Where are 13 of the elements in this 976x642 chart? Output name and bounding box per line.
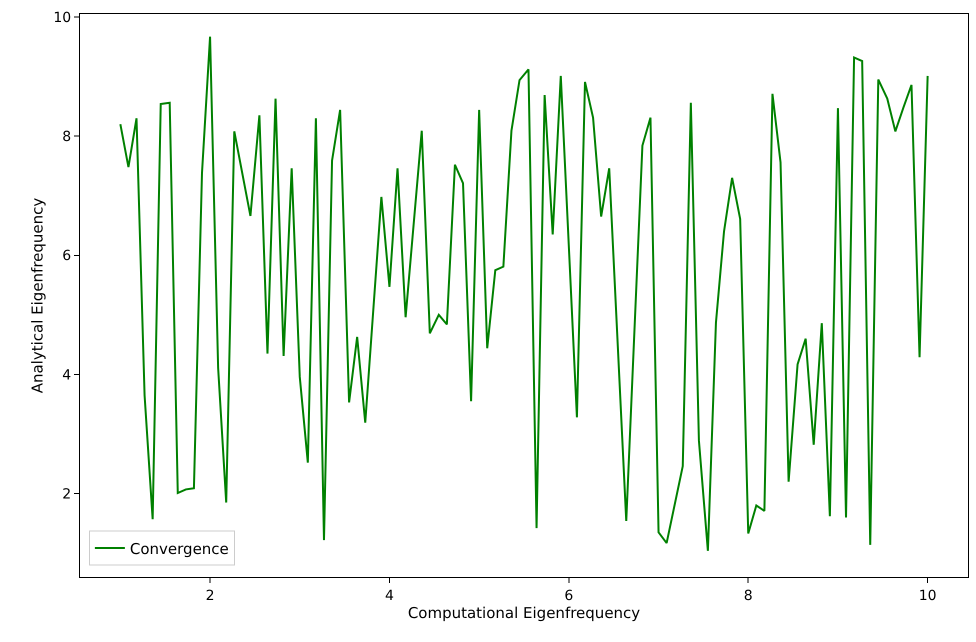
x-tick-label: 8 xyxy=(744,588,753,604)
y-tick-label: 4 xyxy=(62,367,72,384)
x-tick-label: 2 xyxy=(206,588,215,604)
y-tick-label: 8 xyxy=(62,129,72,146)
x-tick-label: 6 xyxy=(564,588,574,604)
legend-label: Convergence xyxy=(130,540,229,558)
y-tick-label: 6 xyxy=(62,248,72,264)
y-axis-title: Analytical Eigenfrequency xyxy=(28,198,47,394)
y-tick-label: 2 xyxy=(62,486,72,502)
y-tick-label: 10 xyxy=(53,10,72,26)
x-axis-title: Computational Eigenfrequency xyxy=(408,604,640,622)
x-tick-label: 4 xyxy=(384,588,394,604)
x-tick-label: 10 xyxy=(918,588,937,604)
